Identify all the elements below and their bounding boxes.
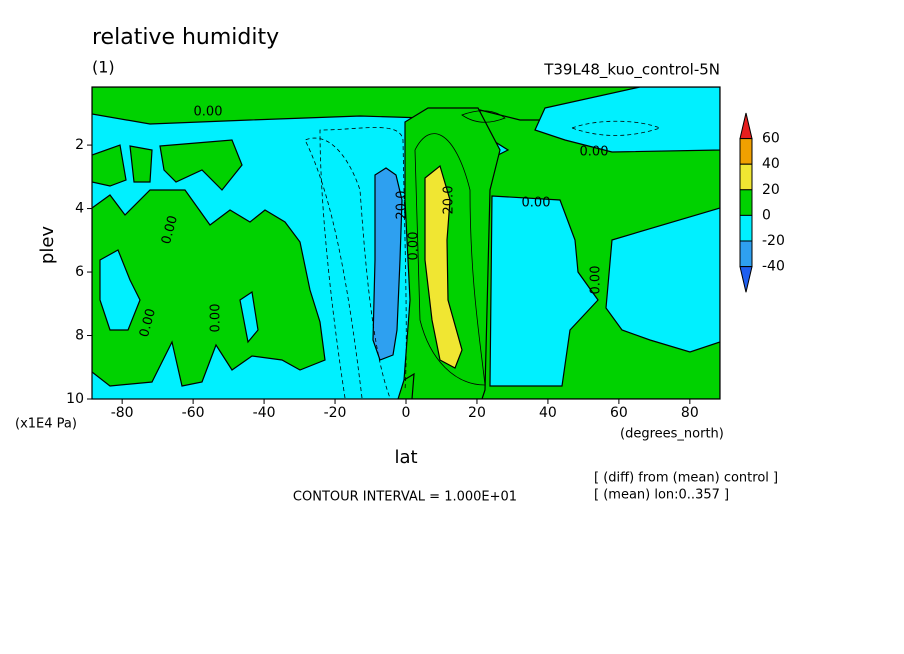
- x-tick-label: -40: [253, 405, 276, 421]
- contour-label: 0.00: [580, 145, 609, 160]
- region: [92, 189, 326, 387]
- chart-subtitle: (1): [92, 58, 115, 77]
- contour-field: 0.00 0.00 0.00 0.00 0.00 0.00 0.00 0.00 20.0 20.0: [91, 86, 721, 400]
- x-tick-label: 40: [539, 405, 557, 421]
- colorbar-label: 20: [762, 182, 780, 198]
- contour-line: [319, 127, 407, 399]
- colorbar-box: [739, 138, 753, 165]
- colorbar-cap: [739, 112, 753, 140]
- region: [239, 290, 259, 344]
- contour-label: 0.00: [159, 214, 181, 246]
- contour-line: [414, 133, 486, 386]
- chart-title: relative humidity: [92, 25, 279, 50]
- contour-label: 20.0: [442, 186, 457, 215]
- contour-line: [461, 110, 506, 123]
- region: [489, 195, 599, 387]
- region: [424, 164, 463, 369]
- colorbar-box: [739, 163, 753, 191]
- contour-label: 0.00: [137, 307, 159, 339]
- colorbar-box: [739, 240, 753, 268]
- note: [ (diff) from (mean) control ]: [594, 471, 778, 486]
- y-unit: (x1E4 Pa): [15, 417, 77, 432]
- y-tick-label: 8: [75, 328, 84, 344]
- run-label: T39L48_kuo_control-5N: [543, 61, 720, 80]
- colorbar-box: [739, 189, 753, 216]
- y-tick-label: 6: [75, 264, 84, 280]
- colorbar-label: 0: [762, 207, 771, 223]
- contour-label: 0.00: [407, 232, 422, 261]
- region: [92, 144, 127, 187]
- x-tick-label: 0: [402, 405, 411, 421]
- x-tick-label: 20: [468, 405, 486, 421]
- region: [534, 87, 720, 153]
- colorbar-box: [739, 214, 753, 242]
- regions: [92, 87, 720, 399]
- contour-label: 0.00: [209, 304, 224, 333]
- region: [99, 249, 141, 331]
- y-tick-label: 2: [75, 137, 84, 153]
- y-axis-label: plev: [37, 226, 58, 265]
- contour-interval: CONTOUR INTERVAL = 1.000E+01: [293, 490, 517, 505]
- y-tick-label: 4: [75, 201, 84, 217]
- contour-label: 0.00: [194, 105, 223, 120]
- colorbar-label: 60: [762, 131, 780, 147]
- colorbar-label: -40: [762, 259, 785, 275]
- colorbar-label: -20: [762, 233, 785, 249]
- x-axis-label: lat: [394, 447, 417, 468]
- region: [159, 139, 243, 191]
- x-tick-label: 60: [610, 405, 628, 421]
- x-tick-label: -60: [182, 405, 205, 421]
- colorbar-cap: [739, 266, 753, 293]
- note: [ (mean) lon:0..357 ]: [594, 488, 729, 503]
- contour-line: [570, 120, 662, 136]
- contour-label: 0.00: [522, 196, 551, 211]
- y-tick-label: 10: [66, 391, 84, 407]
- region: [605, 207, 720, 353]
- contour-line: [304, 137, 391, 399]
- contour-label: 20.0: [395, 191, 410, 220]
- x-tick-label: -80: [111, 405, 134, 421]
- contour-label: 0.00: [589, 266, 604, 295]
- region: [129, 145, 153, 183]
- region: [397, 372, 415, 399]
- x-tick-label: -20: [324, 405, 347, 421]
- colorbar-label: 40: [762, 156, 780, 172]
- x-tick-label: 80: [681, 405, 699, 421]
- x-unit: (degrees_north): [620, 427, 724, 442]
- region: [372, 167, 403, 361]
